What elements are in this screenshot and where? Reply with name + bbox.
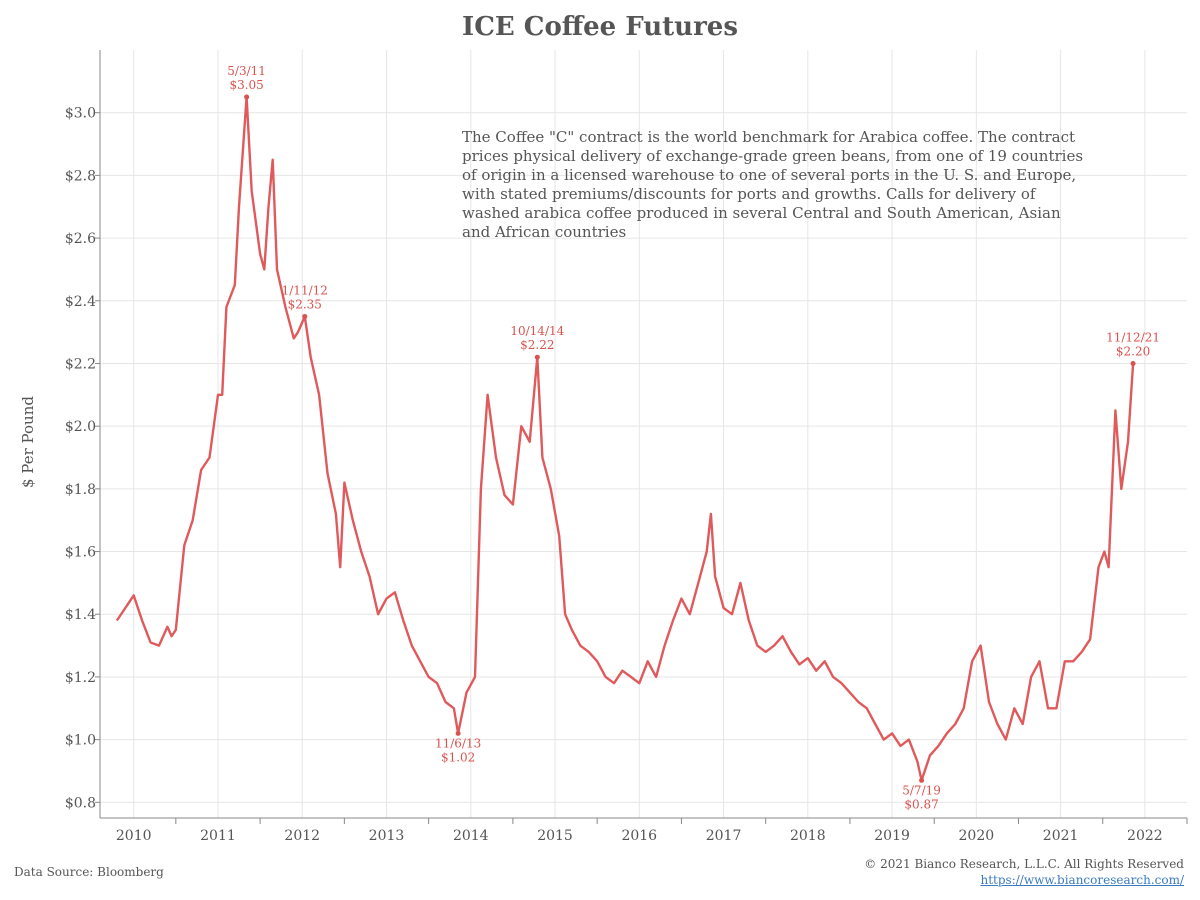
grid-layer	[100, 50, 1187, 818]
x-tick-label: 2017	[706, 828, 742, 844]
x-tick-label: 2015	[537, 828, 573, 844]
annotation-date: 5/3/11	[227, 64, 266, 78]
y-tick-label: $1.8	[65, 482, 96, 498]
y-tick-label: $1.2	[65, 670, 96, 686]
x-tick-label: 2018	[790, 828, 826, 844]
annotation-layer: 5/3/11$3.05 1/11/12$2.35 11/6/13$1.02 10/14…	[227, 64, 1160, 811]
y-axis-label-text: $ Per Pound	[19, 396, 37, 488]
y-tick-label: $2.2	[65, 356, 96, 372]
annotation-point	[534, 354, 540, 360]
x-tick-label: 2014	[453, 828, 489, 844]
y-tick-label: $2.4	[65, 294, 96, 310]
contract-description: The Coffee "C" contract is the world ben…	[462, 128, 1084, 241]
x-tick-label: 2013	[369, 828, 405, 844]
annotation-value: $2.20	[1116, 344, 1150, 358]
annotation-value: $0.87	[904, 797, 938, 811]
x-tick-label: 2016	[621, 828, 657, 844]
x-tick-label: 2022	[1127, 828, 1163, 844]
price-line	[115, 95, 1135, 782]
website-link[interactable]: https://www.biancoresearch.com/	[980, 873, 1184, 887]
y-tick-label: $1.6	[65, 545, 96, 561]
annotation-point	[244, 94, 250, 100]
y-tick-label: $2.6	[65, 231, 96, 247]
annotation-point	[919, 777, 925, 783]
annotation-date: 1/11/12	[282, 283, 328, 297]
y-tick-label: $3.0	[65, 106, 96, 122]
axis-layer: $0.8 $1.0 $1.2 $1.4 $1.6 $1.8 $2.0 $2.2 $2.4 $2.6…	[65, 50, 1188, 844]
chart-title: ICE Coffee Futures	[462, 12, 738, 42]
y-tick-label: $0.8	[65, 795, 96, 811]
y-tick-label: $1.0	[65, 733, 96, 749]
x-tick-label: 2011	[200, 828, 236, 844]
annotation-point	[1130, 360, 1136, 366]
annotation-point	[302, 313, 308, 319]
annotation-value: $3.05	[229, 78, 263, 92]
annotation-point	[455, 730, 461, 736]
series-layer	[115, 95, 1135, 782]
x-tick-label: 2010	[116, 828, 152, 844]
y-tick-label: $1.4	[65, 607, 96, 623]
y-tick-label: $2.8	[65, 168, 96, 184]
annotation-date: 5/7/19	[902, 783, 941, 797]
x-tick-label: 2012	[284, 828, 320, 844]
annotation-value: $2.22	[520, 338, 554, 352]
y-tick-label: $2.0	[65, 419, 96, 435]
annotation-value: $1.02	[441, 750, 475, 764]
x-tick-label: 2020	[959, 828, 995, 844]
y-axis-label: $ Per Pound	[19, 396, 39, 488]
data-source: Data Source: Bloomberg	[14, 865, 164, 879]
x-tick-label: 2019	[874, 828, 910, 844]
annotation-value: $2.35	[288, 297, 322, 311]
x-tick-label: 2021	[1043, 828, 1079, 844]
copyright: © 2021 Bianco Research, L.L.C. All Right…	[864, 857, 1184, 871]
annotation-date: 10/14/14	[510, 324, 564, 338]
annotation-date: 11/12/21	[1106, 330, 1160, 344]
annotation-date: 11/6/13	[435, 736, 481, 750]
